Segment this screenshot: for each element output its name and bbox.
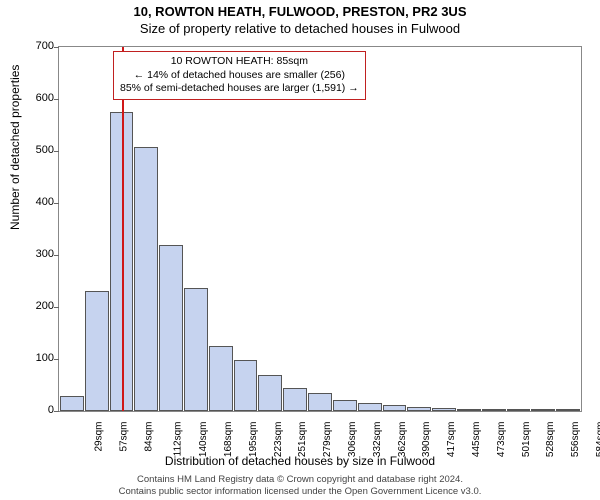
footer-line1: Contains HM Land Registry data © Crown c… [0, 474, 600, 486]
histogram-bar [134, 147, 158, 411]
annotation-line1: 10 ROWTON HEATH: 85sqm [120, 55, 359, 69]
histogram-bar [209, 346, 233, 411]
histogram-bar [432, 408, 456, 411]
histogram-bar [60, 396, 84, 411]
histogram-bar [507, 409, 531, 411]
histogram-bar [531, 409, 555, 411]
y-tick-label: 600 [14, 92, 54, 104]
footer-attribution: Contains HM Land Registry data © Crown c… [0, 474, 600, 498]
histogram-bar [184, 288, 208, 411]
x-tick-label: 251sqm [297, 422, 308, 458]
x-tick-label: 417sqm [446, 422, 457, 458]
x-tick-label: 195sqm [248, 422, 259, 458]
histogram-bar [283, 388, 307, 411]
page-title-address: 10, ROWTON HEATH, FULWOOD, PRESTON, PR2 … [0, 0, 600, 19]
histogram-bar [159, 245, 183, 411]
x-tick-label: 390sqm [422, 422, 433, 458]
annotation-line3: 85% of semi-detached houses are larger (… [120, 82, 359, 96]
x-tick-label: 473sqm [496, 422, 507, 458]
x-tick-label: 57sqm [118, 422, 129, 452]
x-tick-label: 332sqm [372, 422, 383, 458]
histogram-bar [383, 405, 407, 411]
x-tick-label: 362sqm [397, 422, 408, 458]
x-tick-label: 528sqm [546, 422, 557, 458]
x-tick-label: 556sqm [570, 422, 581, 458]
page-title-sub: Size of property relative to detached ho… [0, 19, 600, 36]
histogram-bar [556, 409, 580, 411]
x-tick-label: 279sqm [322, 422, 333, 458]
y-tick-label: 300 [14, 248, 54, 260]
x-tick-label: 29sqm [93, 422, 104, 452]
footer-line2: Contains public sector information licen… [0, 486, 600, 498]
x-tick-label: 140sqm [198, 422, 209, 458]
y-tick-label: 400 [14, 196, 54, 208]
y-tick-label: 0 [14, 404, 54, 416]
histogram-bar [258, 375, 282, 411]
histogram-bar [407, 407, 431, 411]
x-tick-label: 112sqm [173, 422, 184, 457]
histogram-bar [85, 291, 109, 411]
y-tick-label: 200 [14, 300, 54, 312]
histogram-bar [234, 360, 258, 411]
y-tick-label: 100 [14, 352, 54, 364]
histogram-bar [358, 403, 382, 411]
y-tick-label: 500 [14, 144, 54, 156]
x-tick-label: 445sqm [471, 422, 482, 458]
chart-plot-area: 10 ROWTON HEATH: 85sqm← 14% of detached … [58, 46, 582, 412]
x-tick-label: 84sqm [143, 422, 154, 452]
property-marker-line [122, 47, 124, 411]
x-tick-label: 306sqm [347, 422, 358, 458]
annotation-line2: ← 14% of detached houses are smaller (25… [120, 69, 359, 83]
x-tick-label: 223sqm [273, 422, 284, 458]
x-tick-label: 168sqm [223, 422, 234, 458]
y-tick-label: 700 [14, 40, 54, 52]
histogram-bar [482, 409, 506, 411]
x-tick-label: 501sqm [521, 422, 532, 458]
x-tick-label: 584sqm [595, 422, 600, 458]
histogram-bar [333, 400, 357, 411]
histogram-bar [308, 393, 332, 411]
histogram-bar [457, 409, 481, 411]
annotation-box: 10 ROWTON HEATH: 85sqm← 14% of detached … [113, 51, 366, 100]
